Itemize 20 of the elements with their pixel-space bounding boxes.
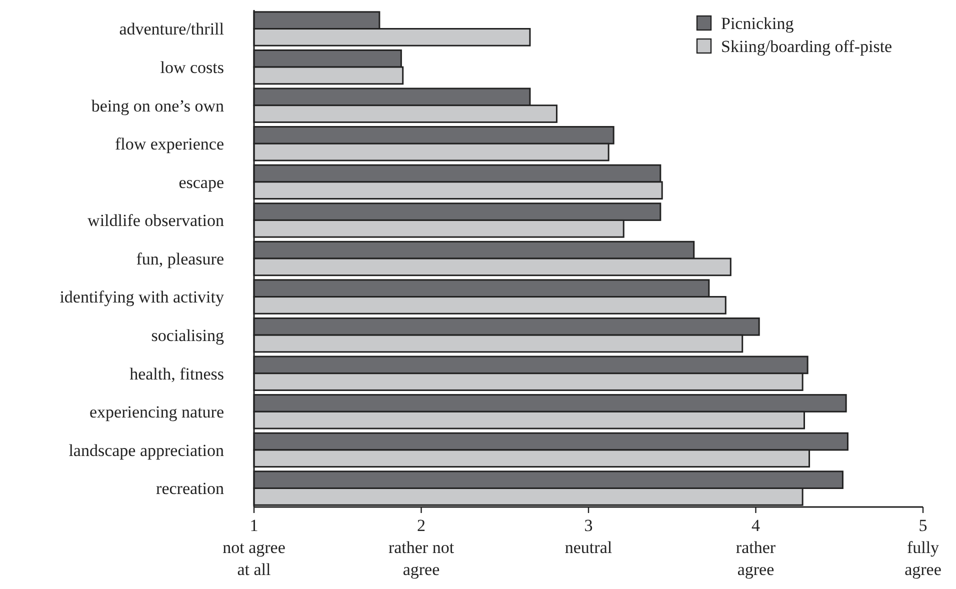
x-tick-label: 3 neutral — [564, 516, 612, 557]
y-tick-label: being on one’s own — [91, 96, 224, 116]
y-tick-label: flow experience — [114, 134, 224, 154]
y-tick-label: escape — [178, 172, 224, 192]
x-tick-label: 2 rather not agree — [388, 516, 454, 579]
y-tick-label: landscape appreciation — [68, 440, 224, 460]
y-tick-label: experiencing nature — [89, 402, 224, 422]
y-tick-label: recreation — [156, 479, 224, 498]
y-tick-label: low costs — [160, 58, 224, 77]
x-tick-label: 5 fully agree — [904, 516, 942, 579]
y-tick-label: health, fitness — [130, 364, 224, 384]
y-tick-label: identifying with activity — [60, 288, 224, 307]
legend-label: Skiing/boarding off-piste — [721, 36, 892, 56]
y-tick-label: adventure/thrill — [119, 20, 224, 39]
legend-label: Picnicking — [721, 14, 794, 33]
x-tick-label: 4 rather agree — [736, 516, 776, 579]
y-tick-label: wildlife observation — [88, 211, 224, 230]
y-tick-label: socialising — [151, 326, 224, 346]
y-tick-label: fun, pleasure — [136, 249, 224, 268]
x-tick-label: 1 not agree at all — [222, 516, 286, 579]
